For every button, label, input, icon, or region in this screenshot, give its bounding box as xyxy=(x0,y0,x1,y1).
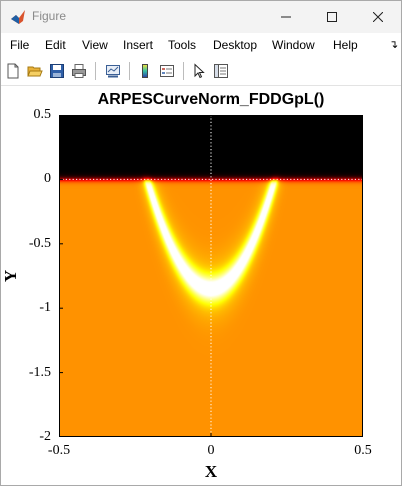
new-figure-icon xyxy=(7,63,19,79)
minimize-button[interactable] xyxy=(263,1,309,33)
y-tick-label: -1.5 xyxy=(28,364,51,380)
y-tick-label: -0.5 xyxy=(28,235,51,251)
y-tick-label: -1 xyxy=(39,300,51,316)
menu-window[interactable]: Window xyxy=(272,38,315,52)
figure-canvas[interactable]: ARPESCurveNorm_FDDGpL() 0.5 0 -0.5 -1 -1.5 -2… xyxy=(1,86,401,485)
x-tick-label: 0.5 xyxy=(354,443,372,458)
close-button[interactable] xyxy=(355,1,401,33)
save-button[interactable] xyxy=(47,61,67,81)
title-bar[interactable]: Figure xyxy=(1,1,401,33)
insert-colorbar-icon xyxy=(142,64,148,78)
y-tick-label: 0 xyxy=(44,171,51,187)
new-figure-button[interactable] xyxy=(3,61,23,81)
x-axis-label: X xyxy=(204,462,218,481)
insert-colorbar-button[interactable] xyxy=(135,61,155,81)
menu-overflow-arrow-icon[interactable]: ↴ xyxy=(389,39,399,51)
insert-legend-icon xyxy=(160,65,174,77)
y-axis-label: Y xyxy=(1,269,20,283)
toolbar-separator xyxy=(95,62,96,80)
plot-title: ARPESCurveNorm_FDDGpL() xyxy=(97,91,325,108)
menu-desktop[interactable]: Desktop xyxy=(213,38,258,52)
close-icon xyxy=(373,12,383,22)
menu-view[interactable]: View xyxy=(82,38,108,52)
matlab-logo-icon xyxy=(11,10,25,24)
property-inspector-icon xyxy=(214,64,228,78)
toolbar-separator xyxy=(183,62,184,80)
open-file-button[interactable] xyxy=(25,61,45,81)
window-title: Figure xyxy=(32,9,67,23)
link-plot-icon xyxy=(106,65,120,78)
edit-plot-button[interactable] xyxy=(189,61,209,81)
open-file-icon xyxy=(27,66,43,77)
toolbar-separator xyxy=(129,62,130,80)
y-tick-label: -2 xyxy=(39,429,51,444)
menu-file[interactable]: File xyxy=(10,38,30,52)
save-icon xyxy=(50,64,64,78)
menu-edit[interactable]: Edit xyxy=(45,38,66,52)
minimize-icon xyxy=(281,16,291,18)
property-inspector-button[interactable] xyxy=(211,61,231,81)
menu-tools[interactable]: Tools xyxy=(168,38,197,52)
insert-legend-button[interactable] xyxy=(157,61,177,81)
x-tick-label: 0 xyxy=(207,443,215,458)
y-tick-label: 0.5 xyxy=(33,107,52,122)
print-button[interactable] xyxy=(69,61,89,81)
figure-toolbar xyxy=(1,57,401,86)
menu-bar: File Edit View Insert Tools Desktop Wind… xyxy=(1,34,401,56)
maximize-icon xyxy=(327,12,337,22)
menu-help[interactable]: Help xyxy=(333,38,358,52)
x-tick-label: -0.5 xyxy=(47,443,71,458)
print-icon xyxy=(72,64,86,78)
menu-insert[interactable]: Insert xyxy=(123,38,154,52)
link-plot-button[interactable] xyxy=(103,61,123,81)
edit-plot-pointer-icon xyxy=(194,63,205,79)
maximize-button[interactable] xyxy=(309,1,355,33)
axes-overlay xyxy=(59,115,363,437)
